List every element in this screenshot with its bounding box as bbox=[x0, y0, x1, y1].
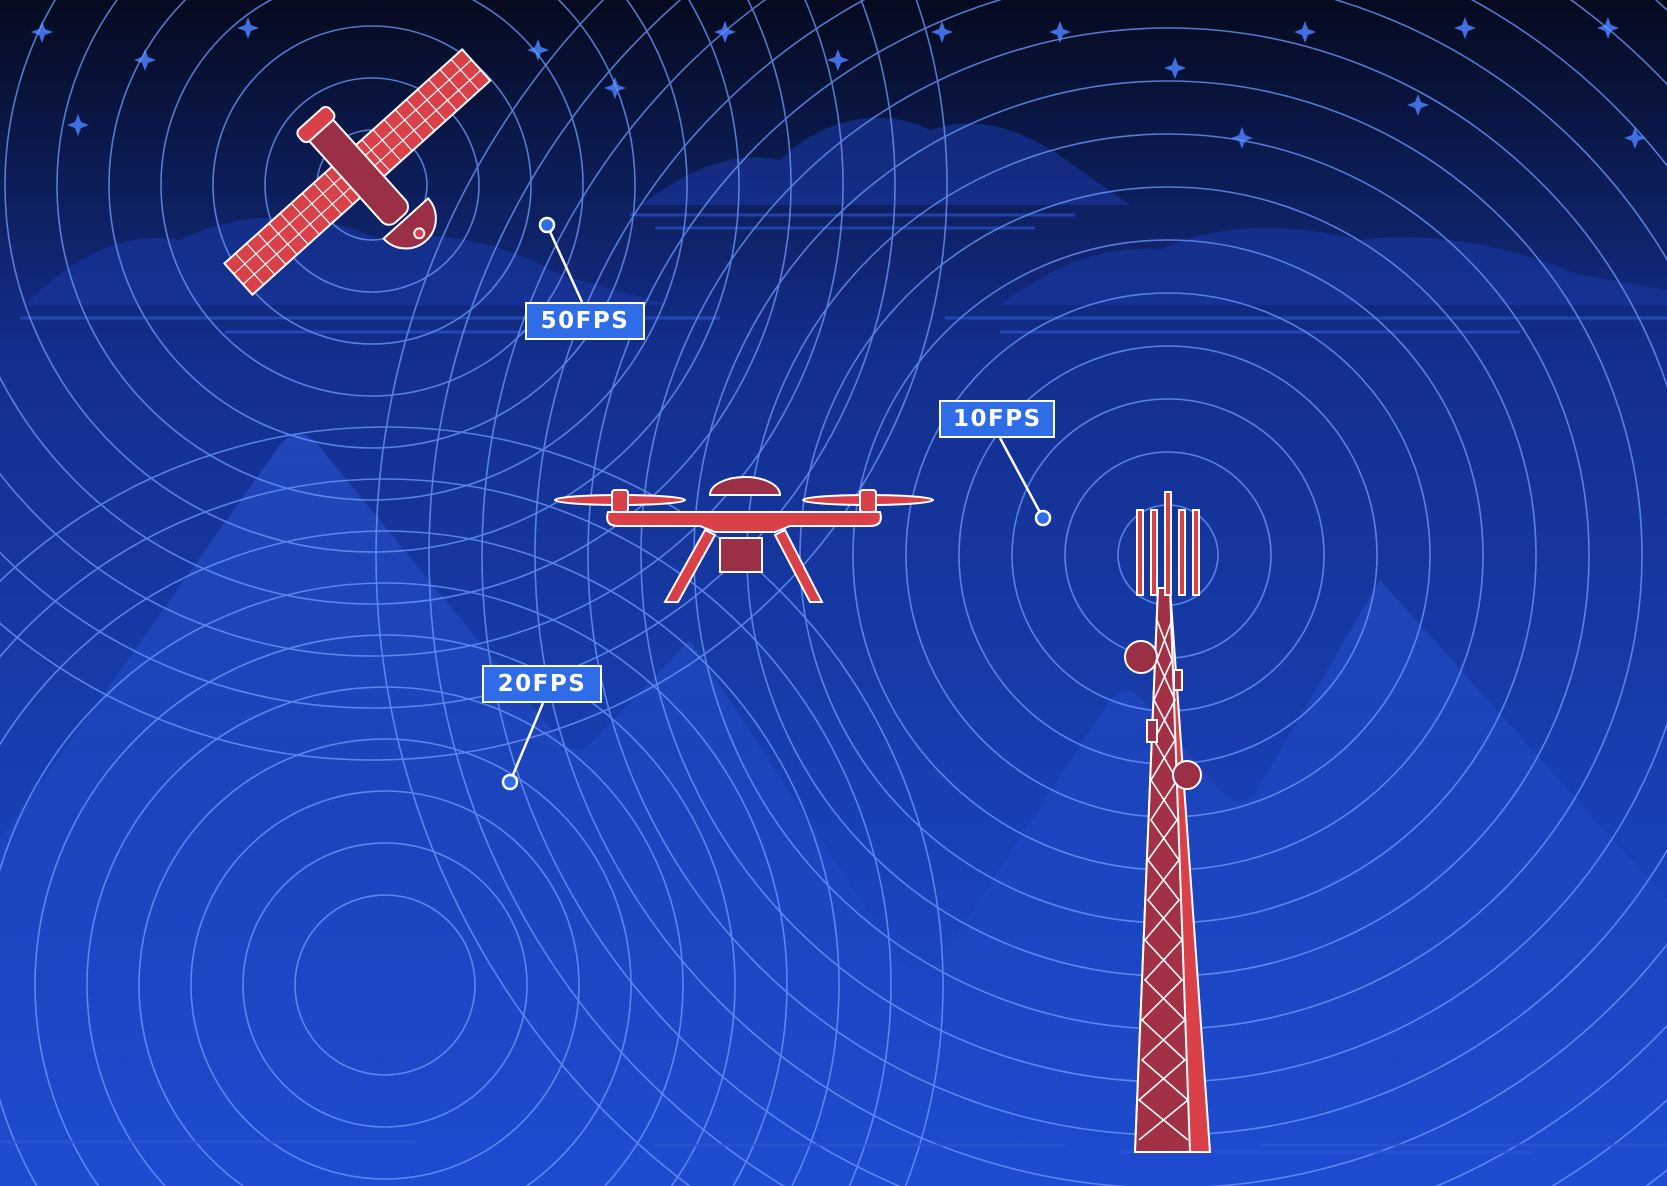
star-icon bbox=[1407, 94, 1429, 116]
signal-ring bbox=[0, 478, 892, 1186]
background-hills bbox=[25, 117, 1667, 305]
star-icon bbox=[1164, 57, 1186, 79]
star-icon bbox=[1624, 127, 1646, 149]
star-icon bbox=[134, 49, 156, 71]
ground-fps-label: 20FPS bbox=[482, 665, 602, 703]
signal-ring bbox=[86, 686, 684, 1186]
label-pointers bbox=[501, 216, 1052, 791]
signal-ring bbox=[56, 0, 688, 501]
signal-ring bbox=[294, 894, 476, 1076]
tower-fps-label: 10FPS bbox=[939, 400, 1055, 438]
star-icon bbox=[237, 17, 259, 39]
signal-ring bbox=[375, 0, 1667, 1186]
star-icon bbox=[67, 114, 89, 136]
signal-ring bbox=[190, 790, 580, 1180]
signal-ring bbox=[160, 0, 584, 397]
satellite-icon bbox=[222, 47, 492, 297]
star-icon bbox=[604, 77, 626, 99]
signal-ring bbox=[212, 25, 532, 345]
signal-ring bbox=[534, 0, 1667, 1186]
signal-ring bbox=[0, 0, 896, 709]
signal-ring bbox=[0, 0, 948, 761]
signal-ring bbox=[481, 0, 1667, 1186]
star-icon bbox=[1294, 21, 1316, 43]
signal-ring bbox=[108, 0, 636, 449]
signal-ring bbox=[4, 0, 740, 553]
signal-ring bbox=[0, 0, 792, 605]
mountains bbox=[0, 433, 1667, 1186]
star-icon bbox=[827, 49, 849, 71]
star-icon bbox=[31, 21, 53, 43]
drone-icon bbox=[554, 476, 934, 603]
signal-ring bbox=[0, 582, 788, 1186]
star-icon bbox=[527, 39, 549, 61]
star-icon bbox=[931, 21, 953, 43]
signal-ring bbox=[0, 530, 840, 1186]
signal-ring bbox=[34, 634, 736, 1186]
cell-tower-icon bbox=[1124, 491, 1212, 1153]
signal-ring bbox=[0, 426, 944, 1186]
signal-ring bbox=[242, 842, 528, 1128]
star-icon bbox=[1454, 17, 1476, 39]
signal-ring bbox=[428, 0, 1667, 1186]
signal-ring bbox=[264, 77, 480, 293]
signal-ring bbox=[138, 738, 632, 1186]
signal-ring bbox=[0, 0, 844, 657]
satellite-fps-label: 50FPS bbox=[525, 302, 645, 340]
star-icon bbox=[1231, 127, 1253, 149]
star-icon bbox=[1049, 21, 1071, 43]
